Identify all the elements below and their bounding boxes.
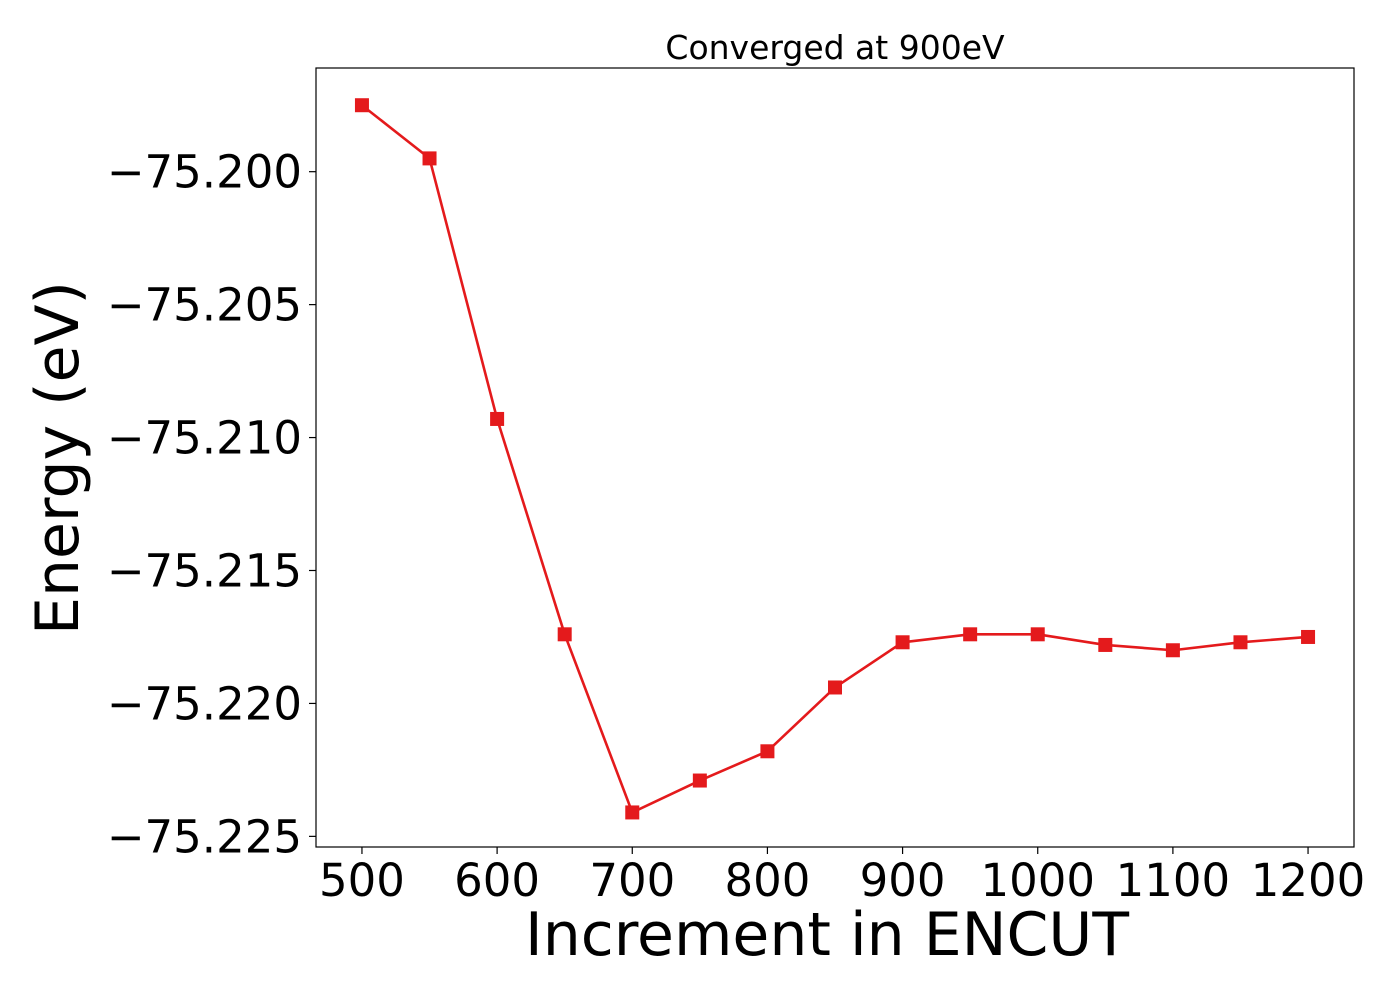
data-point-marker — [557, 627, 572, 642]
data-point-marker — [422, 151, 437, 166]
y-tick-label: −75.200 — [107, 146, 302, 199]
x-tick-label: 900 — [860, 854, 946, 907]
data-point-marker — [692, 773, 707, 788]
x-tick-label: 1200 — [1251, 854, 1366, 907]
chart-title: Converged at 900eV — [665, 28, 1005, 67]
data-point-marker — [625, 805, 640, 820]
y-tick-label: −75.205 — [107, 279, 302, 332]
data-point-marker — [490, 411, 505, 426]
data-point-marker — [963, 627, 978, 642]
data-point-marker — [828, 680, 842, 695]
x-tick-label: 700 — [589, 854, 675, 907]
y-tick-label: −75.210 — [107, 412, 302, 465]
x-tick-label: 500 — [319, 854, 405, 907]
plot-area-frame — [315, 67, 1355, 848]
data-point-marker — [354, 98, 369, 113]
series-layer — [354, 98, 1316, 820]
x-axis-label: Increment in ENCUT — [525, 900, 1129, 970]
x-axis-ticks: 500 600 700 800 900 1000 1100 1200 — [319, 847, 1365, 907]
y-axis-label: Energy (eV) — [23, 281, 93, 635]
data-point-marker — [1165, 643, 1180, 658]
data-point-marker — [760, 744, 775, 759]
y-tick-label: −75.220 — [107, 677, 302, 730]
x-tick-label: 1100 — [1116, 854, 1231, 907]
series-line — [361, 104, 1309, 814]
data-point-marker — [895, 635, 910, 650]
data-point-marker — [1030, 627, 1045, 642]
x-tick-label: 1000 — [980, 854, 1095, 907]
y-tick-label: −75.225 — [107, 810, 302, 863]
x-tick-label: 600 — [454, 854, 540, 907]
data-point-marker — [1098, 637, 1113, 652]
data-point-marker — [1301, 629, 1316, 644]
data-point-marker — [1233, 635, 1248, 650]
y-axis-ticks: −75.200 −75.205 −75.210 −75.215 −75.220 −75.2… — [107, 146, 316, 863]
x-tick-label: 800 — [724, 854, 810, 907]
y-tick-label: −75.215 — [107, 544, 302, 597]
